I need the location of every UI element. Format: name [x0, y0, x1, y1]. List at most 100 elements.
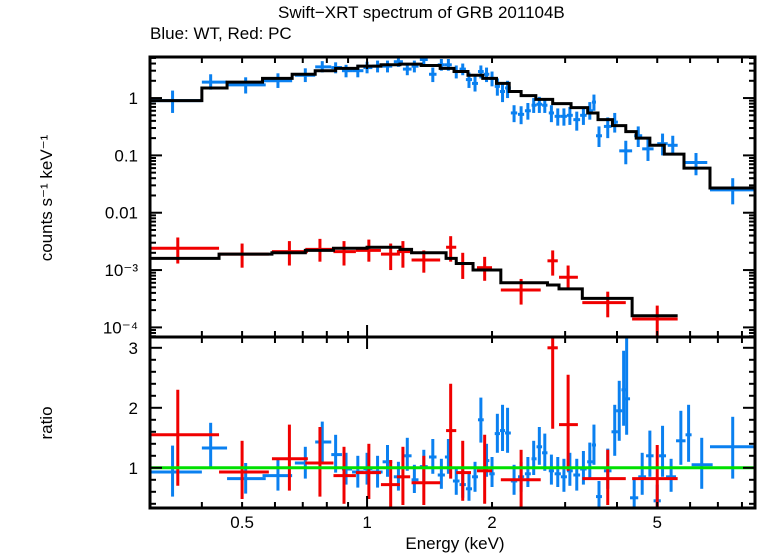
- plot-frames: [148, 55, 757, 510]
- ratio-pc-ratio-point: [582, 449, 626, 505]
- ratio-wt-ratio-point: [531, 440, 537, 475]
- ratio-pc-ratio-point: [500, 449, 541, 508]
- ratio-wt-ratio-point: [201, 422, 228, 469]
- chart-title: Swift−XRT spectrum of GRB 201104B: [278, 3, 565, 22]
- spectrum-wt-point: [709, 178, 755, 205]
- y-tick-label: 10⁻³: [104, 261, 138, 280]
- ratio-pc-ratio-point: [355, 443, 381, 499]
- spectrum-wt-point: [683, 153, 708, 176]
- ratio-frame: [148, 335, 757, 510]
- ratio-pc-ratio-point: [305, 427, 334, 497]
- spectrum-wt-point: [341, 64, 353, 78]
- spectrum-wt-point: [459, 63, 466, 76]
- ratio-wt-ratio-point: [573, 458, 581, 491]
- ratio-wt-ratio-point: [499, 404, 506, 451]
- spectrum-pc-point: [559, 265, 578, 290]
- spectrum-wt-point: [531, 98, 537, 113]
- spectrum-pc-point: [547, 250, 558, 276]
- spectrum-pc-point: [582, 291, 626, 318]
- ratio-pc-ratio-point: [446, 383, 457, 479]
- ratio-wt-ratio-point: [638, 452, 647, 495]
- spectrum-wt-point: [554, 108, 561, 126]
- ratio-wt-ratio-point: [621, 350, 626, 426]
- ratio-wt-ratio-point: [646, 430, 654, 477]
- spectrum-frame: [148, 55, 757, 339]
- ratio-wt-ratio-point: [554, 457, 561, 487]
- spectrum-wt-point: [667, 135, 678, 156]
- spectrum-wt-point: [580, 106, 587, 125]
- ratio-wt-ratio-point: [150, 445, 202, 497]
- ratio-wt-ratio-point: [315, 421, 332, 462]
- y-tick-label: 1: [129, 459, 138, 478]
- y-tick-label: 2: [129, 399, 138, 418]
- x-tick-label: 5: [652, 513, 661, 532]
- ratio-wt-ratio-point: [524, 457, 531, 487]
- ratio-wt-ratio-point: [411, 464, 419, 493]
- spectrum-wt-point: [382, 60, 393, 73]
- spectrum-wt-point: [429, 67, 437, 83]
- ratio-pc-ratio-point: [271, 424, 308, 491]
- ratio-wt-ratio-point: [676, 410, 686, 465]
- ratio-pc-ratio-point: [150, 389, 220, 486]
- ratio-wt-ratio-point: [452, 466, 460, 495]
- axis-ticks: [149, 56, 755, 508]
- spectrum-wt-point: [595, 126, 602, 148]
- ratio-wt-ratio-point: [685, 404, 692, 462]
- x-tick-label: 0.5: [230, 513, 254, 532]
- ratio-wt-ratio-point: [591, 424, 596, 465]
- spectrum-wt-point: [591, 94, 596, 111]
- y-tick-label: 1: [129, 89, 138, 108]
- spectrum-wt-point: [510, 105, 518, 123]
- y-tick-label: 0.01: [105, 204, 138, 223]
- ratio-wt-ratio-point: [611, 404, 618, 456]
- ratio-wt-ratio-point: [477, 397, 484, 443]
- spectrum-wt-point: [472, 76, 478, 92]
- spectrum-pc-point: [355, 239, 381, 262]
- x-tick-label: 1: [362, 513, 371, 532]
- spectrum-pc-point: [333, 241, 356, 266]
- spectrum-wt-point: [227, 77, 266, 94]
- ratio-pc-ratio-point: [632, 445, 678, 508]
- spectrum-wt-point: [566, 106, 573, 125]
- spectrum-wt-point: [411, 60, 419, 73]
- ratio-wt-ratio-point: [542, 433, 548, 471]
- ratio-wt-ratio-point: [616, 380, 623, 441]
- y-tick-label: 3: [129, 339, 138, 358]
- ratio-wt-ratio-point: [587, 442, 593, 479]
- ratio-wt-ratio-point: [465, 473, 473, 501]
- spectrum-pc-point: [632, 305, 678, 337]
- ratio-wt-ratio-point: [595, 481, 602, 508]
- spectrum-wt-point: [524, 102, 531, 120]
- ratio-wt-ratio-point: [630, 478, 639, 508]
- ratio-pc-ratio-point: [333, 446, 356, 504]
- spectrum-wt-point: [619, 140, 633, 165]
- y-axis-label-spectrum: counts s⁻¹ keV⁻¹: [37, 134, 56, 261]
- ratio-pc-ratio-point: [547, 337, 558, 429]
- pc-model-line: [150, 245, 678, 318]
- ratio-wt-ratio-point: [262, 458, 293, 491]
- ratio-wt-ratio-point: [709, 416, 755, 479]
- wt-model-line: [150, 62, 755, 190]
- ratio-pc-ratio-point: [456, 440, 472, 501]
- tick-labels: 1 0.1 0.01 10⁻³ 10⁻⁴ 1 2 3 0.5 1 2 5: [103, 89, 662, 532]
- y-tick-label: 10⁻⁴: [103, 318, 138, 337]
- chart-subtitle: Blue: WT, Red: PC: [150, 24, 292, 43]
- spectrum-wt-point: [573, 111, 581, 131]
- spectrum-wt-point: [642, 138, 654, 161]
- ratio-wt-ratio-point: [437, 458, 445, 489]
- spectrum-pc-point: [219, 243, 269, 268]
- ratio-wt-ratio-point: [560, 458, 567, 492]
- x-axis-label: Energy (keV): [405, 534, 504, 553]
- spectrum-wt-point: [518, 106, 525, 125]
- spectrum-wt-point: [262, 73, 293, 88]
- y-axis-label-ratio: ratio: [37, 406, 56, 439]
- ratio-wt-ratio-point: [548, 454, 554, 485]
- ratio-pc-ratio-point: [559, 374, 578, 471]
- y-tick-label: 0.1: [114, 146, 138, 165]
- ratio-pc-ratio-point: [396, 446, 411, 505]
- spectrum-wt-point: [548, 105, 554, 123]
- ratio-pc-ratio-point: [219, 440, 269, 499]
- ratio-pc-ratio-point: [411, 455, 441, 505]
- spectrum-panel: [150, 57, 755, 337]
